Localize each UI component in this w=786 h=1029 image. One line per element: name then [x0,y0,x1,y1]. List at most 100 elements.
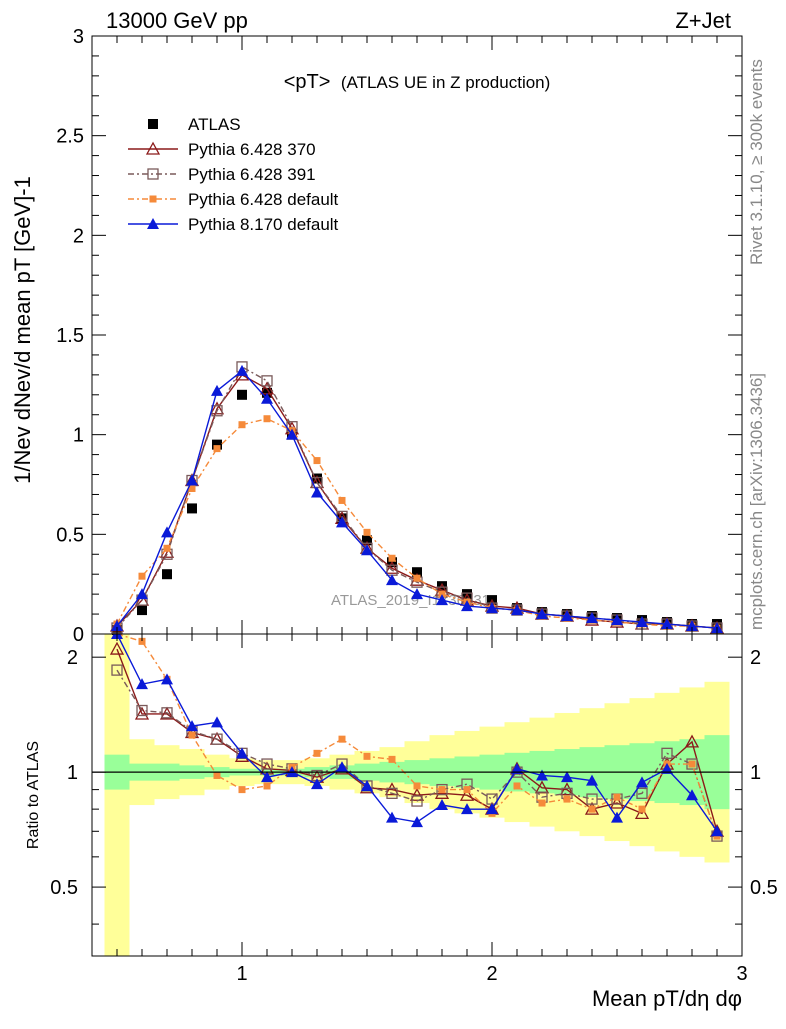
ratio-series-point-1 [261,758,273,770]
ratio-series-point-2 [363,752,371,760]
series-point-3 [413,574,421,582]
legend-marker-2 [147,168,159,180]
ratio-series-point-3 [161,673,173,685]
ratio-series-point-0 [609,795,625,809]
plot-title-main: <pT> [284,71,331,93]
legend-entry-2: Pythia 6.428 391 [128,165,316,184]
series-point-3 [163,544,171,552]
y-tick-label: 1.5 [56,325,84,347]
ratio-series-point-3 [636,776,648,788]
series-point-4 [411,588,423,600]
series-point-4 [661,618,673,630]
series-point-0 [362,535,372,546]
series-point-3 [363,528,371,536]
ratio-series-point-3 [236,747,248,759]
series-point-4 [336,516,348,528]
series-point-3 [188,484,196,492]
legend-entry-3: Pythia 6.428 default [128,190,339,209]
ratio-series-point-3 [261,771,273,783]
ratio-series-point-1 [211,733,223,745]
y-axis-title: 1/Nev dNev/d mean pT [GeV]-1 [10,176,35,484]
ratio-series-line-1 [116,669,718,837]
ratio-series-point-1 [636,787,648,799]
series-point-4 [261,392,273,404]
ratio-series-point-3 [336,761,348,773]
ratio-series-point-0 [159,706,175,720]
series-point-0 [187,503,197,514]
series-point-3 [138,572,146,580]
ratio-series-point-2 [213,771,221,779]
series-point-4 [136,588,148,600]
series-point-4 [586,612,598,624]
ratio-series-point-0 [134,706,150,720]
legend-entry-0: ATLAS [148,115,241,134]
ratio-series-point-2 [463,786,471,794]
ratio-series-point-2 [638,805,646,813]
ratio-series-point-1 [411,795,423,807]
ratio-y-tick-label: 1 [67,762,78,784]
ratio-series-point-3 [661,762,673,774]
legend-entry-4: Pythia 8.170 default [128,215,339,234]
series-point-4 [436,594,448,606]
ratio-series-point-0 [409,787,425,801]
ratio-series-point-3 [711,825,723,837]
y-tick-label: 2.5 [56,126,84,148]
series-point-4 [286,428,298,440]
x-tick-label: 3 [736,963,747,985]
series-point-3 [213,445,221,453]
y-axis-title-text: 1/Nev dNev/d mean pT [GeV]-1 [10,176,35,484]
ratio-series-point-3 [561,771,573,783]
ratio-y-tick-label-right: 0.5 [750,877,778,899]
y-tick-label: 0.5 [56,524,84,546]
main-series-layer [109,361,725,636]
ratio-series-point-3 [536,769,548,781]
series-point-3 [238,421,246,429]
y-tick-label: 0 [73,624,84,646]
series-line-2 [116,365,718,629]
series-point-0 [437,581,447,592]
ratio-series-point-2 [588,805,596,813]
legend-entry-1: Pythia 6.428 370 [128,140,316,159]
ratio-series-point-0 [684,734,700,748]
ratio-series-point-2 [688,760,696,768]
series-point-3 [313,457,321,465]
ratio-series-point-0 [634,805,650,819]
ratio-band-outer [104,634,130,956]
series-point-3 [388,554,396,562]
legend-label-3: Pythia 6.428 default [188,190,339,209]
ratio-series-point-3 [686,789,698,801]
ratio-series-layer [109,634,725,842]
series-point-4 [311,486,323,498]
ratio-series-point-3 [186,720,198,732]
ratio-series-point-0 [384,782,400,796]
ratio-series-point-3 [586,774,598,786]
ratio-series-point-0 [109,641,125,655]
y-tick-label: 2 [73,225,84,247]
ratio-series-point-3 [511,762,523,774]
ratio-series-point-1 [661,747,673,759]
series-point-4 [111,620,123,632]
ratio-series-point-1 [161,707,173,719]
ratio-y-axis-title: Ratio to ATLAS [25,741,42,849]
ratio-series-point-2 [188,731,196,739]
series-point-4 [236,364,248,376]
ratio-series-point-3 [486,803,498,815]
ratio-series-point-1 [136,704,148,717]
legend-label-0: ATLAS [188,115,241,134]
legend-marker-0 [148,119,158,129]
legend-label-1: Pythia 6.428 370 [188,140,316,159]
ratio-series-3 [111,634,723,837]
series-point-4 [461,600,473,612]
ratio-series-point-3 [411,816,423,828]
ratio-y-tick-label-right: 1 [750,762,761,784]
series-point-0 [412,567,422,578]
y-tick-label: 3 [73,26,84,48]
header-left: 13000 GeV pp [106,8,248,33]
series-point-2 [261,375,273,387]
series-point-0 [212,439,222,450]
ratio-series-point-2 [313,749,321,757]
header-right: Z+Jet [675,8,731,33]
plot-title-sub: (ATLAS UE in Z production) [341,73,550,92]
ratio-series-point-3 [211,716,223,728]
